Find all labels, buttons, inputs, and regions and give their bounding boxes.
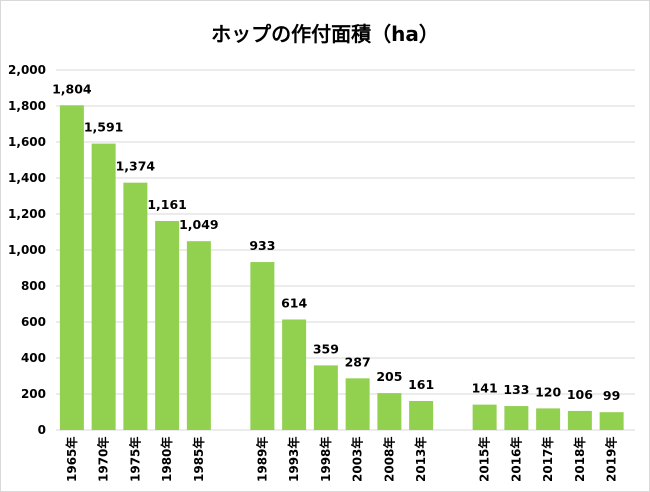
bar bbox=[186, 241, 211, 430]
x-tick-label: 2003年 bbox=[350, 437, 365, 482]
data-label: 141 bbox=[472, 381, 498, 396]
bar bbox=[155, 221, 180, 430]
data-label: 614 bbox=[281, 295, 307, 310]
bars bbox=[59, 105, 624, 430]
bar bbox=[250, 262, 275, 430]
bar bbox=[377, 393, 402, 430]
data-label: 1,161 bbox=[147, 197, 187, 212]
x-tick-label: 2013年 bbox=[413, 437, 428, 482]
data-label: 133 bbox=[503, 382, 529, 397]
x-tick-label: 1970年 bbox=[96, 437, 111, 482]
bar bbox=[345, 378, 370, 430]
data-label: 205 bbox=[376, 369, 402, 384]
bar bbox=[472, 404, 497, 430]
data-label: 359 bbox=[313, 341, 339, 356]
data-label: 933 bbox=[249, 238, 275, 253]
y-tick-label: 1,800 bbox=[8, 99, 46, 113]
chart-title: ホップの作付面積（ha） bbox=[211, 22, 439, 46]
bar bbox=[282, 319, 307, 430]
x-tick-label: 1989年 bbox=[254, 437, 269, 482]
y-tick-label: 600 bbox=[21, 315, 46, 329]
y-tick-label: 400 bbox=[21, 351, 46, 365]
x-tick-label: 1993年 bbox=[286, 437, 301, 482]
y-tick-label: 200 bbox=[21, 387, 46, 401]
x-tick-label: 2018年 bbox=[572, 437, 587, 482]
bar bbox=[536, 408, 561, 430]
x-axis: 1965年 1970年 1975年 1980年 1985年 1989年 1993年 1998年… bbox=[64, 437, 619, 482]
x-tick-label: 1980年 bbox=[159, 437, 174, 482]
bar bbox=[313, 365, 338, 430]
x-tick-label: 1965年 bbox=[64, 437, 79, 482]
data-label: 120 bbox=[535, 384, 561, 399]
bar bbox=[409, 401, 434, 430]
data-label: 1,804 bbox=[52, 81, 92, 96]
x-tick-label: 2008年 bbox=[381, 437, 396, 482]
data-label: 99 bbox=[603, 388, 620, 403]
x-tick-label: 2017年 bbox=[540, 437, 555, 482]
x-tick-label: 2019年 bbox=[604, 437, 619, 482]
data-labels: 1,804 1,591 1,374 1,161 1,049 933 614 359 287 205… bbox=[52, 81, 620, 403]
data-label: 106 bbox=[567, 387, 593, 402]
y-tick-label: 1,400 bbox=[8, 171, 46, 185]
x-tick-label: 1975年 bbox=[127, 437, 142, 482]
data-label: 287 bbox=[345, 354, 371, 369]
data-label: 1,591 bbox=[84, 120, 124, 135]
data-label: 1,049 bbox=[179, 217, 219, 232]
bar bbox=[123, 182, 148, 430]
x-tick-label: 2016年 bbox=[508, 437, 523, 482]
y-tick-label: 0 bbox=[38, 423, 46, 437]
x-tick-label: 1998年 bbox=[318, 437, 333, 482]
x-tick-label: 1985年 bbox=[191, 437, 206, 482]
bar bbox=[504, 406, 529, 430]
y-tick-label: 1,000 bbox=[8, 243, 46, 257]
bar bbox=[59, 105, 84, 430]
y-tick-label: 800 bbox=[21, 279, 46, 293]
bar bbox=[599, 412, 624, 430]
y-tick-label: 1,200 bbox=[8, 207, 46, 221]
data-label: 1,374 bbox=[116, 159, 156, 174]
bar bbox=[91, 143, 116, 430]
x-tick-label: 2015年 bbox=[477, 437, 492, 482]
y-tick-label: 1,600 bbox=[8, 135, 46, 149]
data-label: 161 bbox=[408, 377, 434, 392]
y-axis: 0 200 400 600 800 1,000 1,200 1,400 1,600 1,800 2,… bbox=[8, 63, 46, 437]
y-tick-label: 2,000 bbox=[8, 63, 46, 77]
bar bbox=[567, 410, 592, 430]
gridlines bbox=[56, 69, 635, 431]
